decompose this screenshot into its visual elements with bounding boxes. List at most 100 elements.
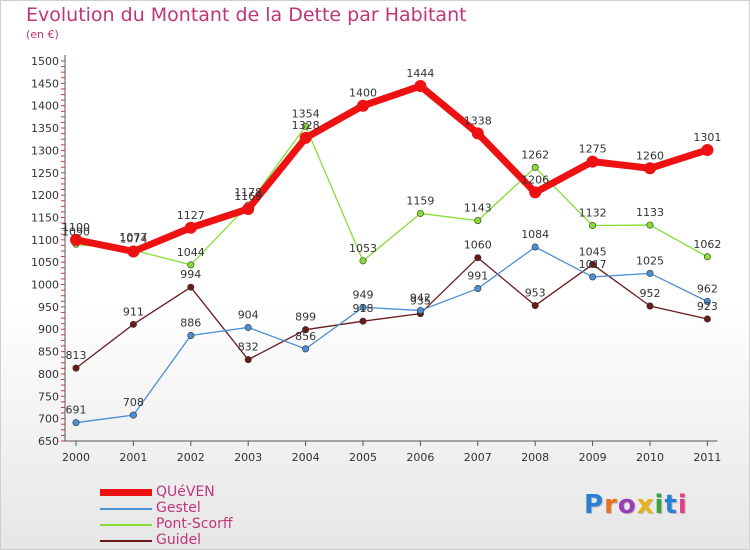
legend-label: Guidel: [156, 532, 202, 548]
data-label: 1017: [579, 258, 607, 271]
data-label: 923: [697, 300, 718, 313]
data-label: 856: [295, 330, 316, 343]
x-tick-label: 2002: [177, 451, 205, 464]
data-point: [646, 269, 654, 277]
data-label: 918: [353, 302, 374, 315]
data-point: [644, 162, 656, 175]
data-point: [471, 127, 484, 140]
data-label: 1100: [62, 221, 90, 234]
data-label: 904: [238, 308, 259, 321]
data-point: [187, 331, 195, 339]
legend-item: QUéVEN: [100, 484, 300, 500]
data-point: [531, 243, 539, 251]
data-point: [646, 302, 654, 310]
data-label: 813: [66, 349, 87, 362]
legend-swatch: [100, 540, 152, 542]
y-tick-label: 1100: [31, 234, 59, 247]
data-point: [531, 163, 539, 171]
legend-label: Pont-Scorff: [156, 516, 233, 532]
legend-item: Guidel: [100, 532, 300, 548]
data-point: [416, 306, 424, 314]
x-tick-label: 2008: [521, 451, 549, 464]
data-label: 1328: [292, 119, 320, 132]
y-tick-label: 1150: [31, 211, 59, 224]
chart-title: Evolution du Montant de la Dette par Hab…: [26, 4, 467, 26]
legend-label: Gestel: [156, 500, 201, 516]
data-point: [703, 253, 711, 261]
data-point: [414, 80, 427, 93]
data-label: 911: [123, 305, 144, 318]
data-label: 1132: [579, 207, 607, 220]
y-tick-label: 1500: [31, 55, 59, 68]
data-label: 952: [640, 287, 661, 300]
data-point: [359, 303, 367, 311]
data-label: 1169: [234, 190, 262, 203]
x-tick-label: 2004: [292, 451, 320, 464]
data-label: 691: [66, 404, 87, 417]
data-point: [299, 131, 312, 144]
y-tick-label: 1050: [31, 256, 59, 269]
data-point: [302, 326, 310, 334]
legend-item: Pont-Scorff: [100, 516, 300, 532]
x-tick-label: 2009: [579, 451, 607, 464]
data-label: 942: [410, 291, 431, 304]
y-tick-label: 1250: [31, 167, 59, 180]
data-label: 1262: [521, 148, 549, 161]
data-label: 1133: [636, 206, 664, 219]
legend-label: QUéVEN: [156, 484, 215, 500]
data-point: [589, 273, 597, 281]
data-label: 1053: [349, 242, 377, 255]
proxiti-logo: Proxiti: [584, 490, 688, 520]
data-label: 1206: [521, 173, 549, 186]
y-tick-label: 1350: [31, 122, 59, 135]
data-label: 1074: [119, 232, 147, 245]
data-label: 991: [467, 270, 488, 283]
data-label: 1275: [579, 143, 607, 156]
data-label: 1444: [406, 67, 434, 80]
y-tick-label: 850: [38, 346, 59, 359]
data-label: 1045: [579, 245, 607, 258]
data-label: 1400: [349, 87, 377, 100]
data-point: [474, 254, 482, 262]
x-tick-label: 2010: [636, 451, 664, 464]
x-tick-label: 2000: [62, 451, 90, 464]
y-tick-label: 900: [38, 323, 59, 336]
data-point: [359, 317, 367, 325]
data-point: [529, 186, 542, 199]
series-line-pont-scorff: [75, 125, 709, 266]
data-label: 708: [123, 396, 144, 409]
data-label: 832: [238, 341, 259, 354]
data-point: [646, 221, 654, 229]
chart-legend: QUéVEN Gestel Pont-Scorff Guidel: [100, 484, 300, 548]
data-label: 886: [180, 316, 201, 329]
series-line-guidel: [75, 257, 709, 369]
data-label: 949: [353, 288, 374, 301]
data-point: [357, 99, 369, 112]
data-point: [703, 298, 711, 306]
data-label: 1301: [693, 131, 721, 144]
y-tick-label: 800: [38, 368, 59, 381]
data-point: [701, 143, 714, 156]
data-point: [129, 320, 137, 328]
legend-item: Gestel: [100, 500, 300, 516]
y-tick-label: 1400: [31, 100, 59, 113]
x-tick-label: 2011: [693, 451, 721, 464]
y-tick-label: 1000: [31, 279, 59, 292]
y-tick-label: 650: [38, 435, 59, 448]
data-label: 1127: [177, 209, 205, 222]
data-point: [474, 217, 482, 225]
x-tick-label: 2005: [349, 451, 377, 464]
data-point: [70, 233, 82, 246]
data-point: [359, 257, 367, 265]
data-label: 1354: [292, 107, 320, 120]
data-point: [72, 419, 80, 427]
data-point: [703, 315, 711, 323]
data-label: 1090: [62, 225, 90, 238]
x-tick-label: 2006: [406, 451, 434, 464]
x-tick-label: 2003: [234, 451, 262, 464]
data-label: 1178: [234, 186, 262, 199]
data-label: 1060: [464, 239, 492, 252]
data-label: 1084: [521, 228, 549, 241]
data-point: [589, 222, 597, 230]
